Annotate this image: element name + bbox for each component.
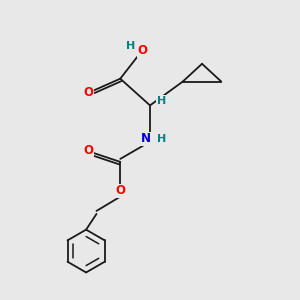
Text: N: N (140, 132, 151, 145)
Text: O: O (83, 144, 93, 157)
Text: O: O (115, 184, 125, 197)
Text: O: O (83, 85, 93, 98)
Text: H: H (157, 96, 166, 106)
Text: H: H (157, 134, 166, 144)
Text: O: O (138, 44, 148, 57)
Text: H: H (126, 41, 135, 51)
